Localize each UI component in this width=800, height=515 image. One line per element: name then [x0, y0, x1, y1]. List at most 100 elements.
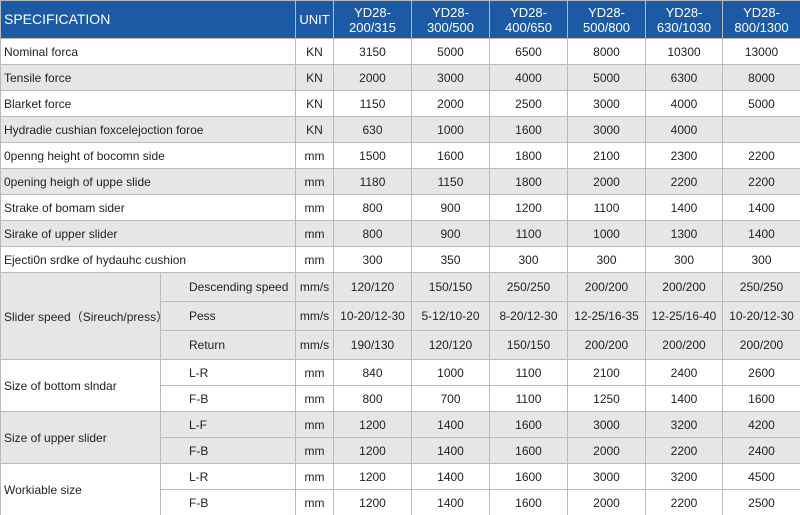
- value-cell: 2200: [722, 142, 800, 169]
- value-cell: 1100: [489, 220, 568, 247]
- value-cell: 8000: [722, 64, 800, 91]
- value-cell: 1250: [567, 385, 646, 412]
- value-cell: 10-20/12-30: [722, 301, 800, 331]
- value-cell: 3000: [567, 116, 646, 143]
- unit-cell: KN: [295, 64, 334, 91]
- value-cell: 2400: [722, 437, 800, 464]
- value-cell: 1400: [411, 411, 490, 438]
- row: Size of upper slider L-F mm 1200 1400 1600 300…: [0, 411, 800, 464]
- value-cell: 1400: [411, 489, 490, 515]
- value-cell: 2000: [411, 90, 490, 117]
- value-cell: 3000: [567, 90, 646, 117]
- unit-cell: KN: [295, 90, 334, 117]
- sub-label: L-F: [160, 411, 296, 438]
- value-cell: 1400: [645, 194, 723, 221]
- row-label: Strake of bomam sider: [0, 194, 296, 221]
- unit-cell: mm: [295, 385, 334, 412]
- row: 0pening heigh of uppe slide mm 1180 1150 180…: [0, 168, 800, 195]
- unit-cell: mm: [295, 142, 334, 169]
- unit-cell: mm: [295, 437, 334, 464]
- row: Ejecti0n srdke of hydauhc cushion mm 300 35…: [0, 246, 800, 273]
- value-cell: 4500: [722, 463, 800, 490]
- row: Tensile force KN 2000 3000 4000 5000 6300 8000: [0, 64, 800, 91]
- value-cell: 1100: [489, 359, 568, 386]
- value-cell: 2500: [489, 90, 568, 117]
- row-label: Blarket force: [0, 90, 296, 117]
- value-cell: 300: [645, 246, 723, 273]
- value-cell: 1000: [411, 116, 490, 143]
- value-cell: 1150: [333, 90, 412, 117]
- value-cell: 800: [333, 194, 412, 221]
- value-cell: 2100: [567, 142, 646, 169]
- value-cell: 2200: [722, 168, 800, 195]
- value-cell: 5000: [411, 38, 490, 65]
- value-cell: 13000: [722, 38, 800, 65]
- value-cell: 1300: [645, 220, 723, 247]
- value-cell: 3200: [645, 463, 723, 490]
- value-cell: 1400: [722, 194, 800, 221]
- value-cell: 2600: [722, 359, 800, 386]
- value-cell: 900: [411, 220, 490, 247]
- value-cell: 900: [411, 194, 490, 221]
- value-cell: 1000: [411, 359, 490, 386]
- row: Sirake of upper slider mm 800 900 1100 1000 13…: [0, 220, 800, 247]
- value-cell: 840: [333, 359, 412, 386]
- value-cell: 1000: [567, 220, 646, 247]
- unit-cell: mm: [295, 463, 334, 490]
- row: Slider speed（Sireuch/press） Descending sp…: [0, 272, 800, 360]
- header-cell: YD28- 630/1030: [645, 0, 723, 39]
- value-cell: 1100: [567, 194, 646, 221]
- value-cell: 800: [333, 220, 412, 247]
- value-cell: 1200: [333, 437, 412, 464]
- value-cell: 1200: [333, 463, 412, 490]
- unit-cell: mm: [295, 194, 334, 221]
- unit-cell: mm/s: [295, 301, 334, 331]
- value-cell: 5-12/10-20: [411, 301, 490, 331]
- value-cell: 2000: [567, 489, 646, 515]
- value-cell: 2500: [722, 489, 800, 515]
- unit-cell: mm: [295, 220, 334, 247]
- value-cell: 120/120: [333, 272, 412, 302]
- value-cell: 8-20/12-30: [489, 301, 568, 331]
- row: Nominal forca KN 3150 5000 6500 8000 10300 1300…: [0, 38, 800, 65]
- group-label: Slider speed（Sireuch/press）: [0, 272, 161, 360]
- value-cell: 1400: [645, 385, 723, 412]
- value-cell: 200/200: [567, 330, 646, 360]
- value-cell: 3000: [567, 463, 646, 490]
- header-cell: YD28- 200/315: [333, 0, 412, 39]
- value-cell: 10300: [645, 38, 723, 65]
- value-cell: 1200: [333, 489, 412, 515]
- value-cell: 6300: [645, 64, 723, 91]
- row-label: Hydradie cushian foxcelejoction foroe: [0, 116, 296, 143]
- row-label: 0penng height of bocomn side: [0, 142, 296, 169]
- value-cell: 1600: [722, 385, 800, 412]
- row: F-B mm 1200 1400 1600 2000 2200 2400: [1, 437, 800, 464]
- row: Blarket force KN 1150 2000 2500 3000 4000 5000: [0, 90, 800, 117]
- value-cell: 4000: [645, 90, 723, 117]
- value-cell: 630: [333, 116, 412, 143]
- value-cell: 2200: [645, 437, 723, 464]
- value-cell: 2000: [567, 168, 646, 195]
- value-cell: 1600: [489, 437, 568, 464]
- value-cell: 1600: [489, 116, 568, 143]
- group-label: Size of upper slider: [0, 411, 161, 464]
- value-cell: 10-20/12-30: [333, 301, 412, 331]
- value-cell: 2300: [645, 142, 723, 169]
- unit-cell: KN: [295, 38, 334, 65]
- value-cell: 12-25/16-35: [567, 301, 646, 331]
- unit-cell: KN: [295, 116, 334, 143]
- group-label: Workiable size: [0, 463, 161, 515]
- value-cell: 1200: [333, 411, 412, 438]
- row: F-B mm 800 700 1100 1250 1400 1600: [1, 385, 800, 412]
- value-cell: 2400: [645, 359, 723, 386]
- sub-label: Pess: [160, 301, 296, 331]
- value-cell: 1500: [333, 142, 412, 169]
- value-cell: 3000: [567, 411, 646, 438]
- value-cell: 300: [333, 246, 412, 273]
- value-cell: 1800: [489, 168, 568, 195]
- value-cell: 250/250: [489, 272, 568, 302]
- value-cell: 200/200: [645, 330, 723, 360]
- value-cell: 2000: [567, 437, 646, 464]
- value-cell: 200/200: [567, 272, 646, 302]
